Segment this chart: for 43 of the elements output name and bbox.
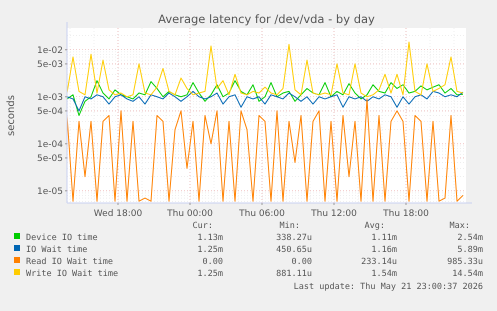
y-tick-label: 5e-05 bbox=[37, 154, 63, 164]
y-tick-label: 5e-03 bbox=[37, 60, 63, 70]
line-series bbox=[66, 98, 464, 202]
y-tick-label: 1e-03 bbox=[37, 92, 63, 103]
y-tick-label: 5e-04 bbox=[37, 107, 64, 118]
legend-label: Read IO Wait time bbox=[26, 257, 113, 267]
legend-label: IO Wait time bbox=[26, 245, 88, 255]
text: 450.65u bbox=[276, 245, 312, 255]
text: Last update: Thu May 21 23:00:37 2026 bbox=[294, 282, 483, 292]
text: 5.89m bbox=[457, 245, 483, 255]
y-axis-title: seconds bbox=[6, 95, 17, 136]
legend-label: Write IO Wait time bbox=[26, 269, 118, 279]
text: 0.00 bbox=[202, 257, 223, 267]
text: 881.11u bbox=[276, 269, 312, 279]
line-series bbox=[66, 80, 464, 116]
text: Max: bbox=[450, 221, 470, 231]
y-tick-label: 1e-02 bbox=[37, 46, 63, 56]
text: 1.11m bbox=[371, 233, 397, 243]
text: 0.00 bbox=[292, 257, 312, 267]
text: 2.54m bbox=[457, 233, 483, 243]
y-tick-label: 1e-04 bbox=[37, 140, 64, 150]
line-series bbox=[66, 90, 464, 112]
x-tick-label: Thu 00:00 bbox=[166, 209, 214, 219]
text: 1.54m bbox=[371, 269, 397, 279]
text: 1.13m bbox=[197, 233, 223, 243]
x-tick-label: Thu 12:00 bbox=[310, 209, 358, 219]
text: 233.14u bbox=[361, 257, 397, 267]
text: 1.25m bbox=[197, 269, 223, 279]
text: Min: bbox=[280, 221, 300, 231]
y-tick-label: 1e-05 bbox=[37, 186, 63, 197]
text: Avg: bbox=[364, 221, 385, 231]
text: Cur: bbox=[192, 221, 213, 231]
legend-label: Device IO time bbox=[26, 233, 98, 243]
text: 1.25m bbox=[197, 245, 223, 255]
x-tick-label: Wed 18:00 bbox=[94, 209, 142, 219]
x-tick-label: Thu 18:00 bbox=[382, 209, 430, 219]
line-series bbox=[66, 42, 464, 98]
text: 1.16m bbox=[371, 245, 397, 255]
chart-title: Average latency for /dev/vda - by day bbox=[158, 12, 376, 26]
text: 985.33u bbox=[447, 257, 483, 267]
x-tick-label: Thu 06:00 bbox=[238, 209, 286, 219]
text: 14.54m bbox=[452, 269, 483, 279]
text: 338.27u bbox=[276, 233, 312, 243]
